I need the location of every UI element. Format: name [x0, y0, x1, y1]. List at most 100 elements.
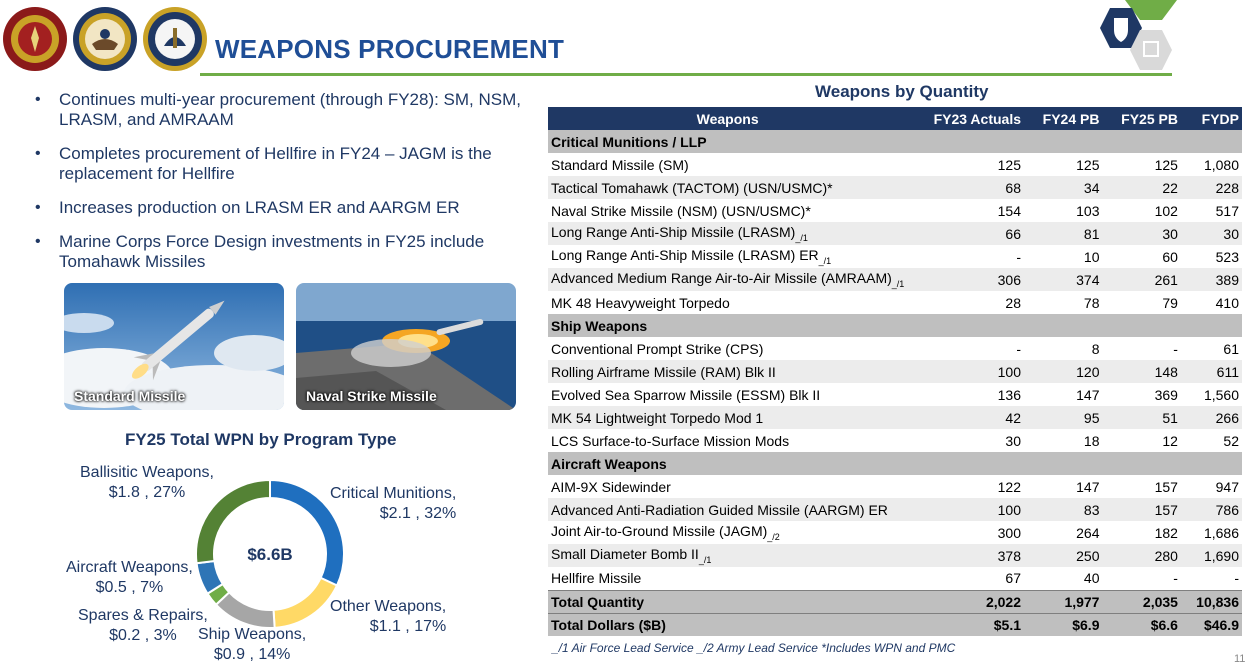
quantity-cell: 410	[1215, 294, 1239, 311]
weapon-name: Naval Strike Missile (NSM) (USN/USMC)*	[551, 202, 811, 219]
total-cell: 2,035	[1102, 589, 1181, 613]
label-spares-repairs: Spares & Repairs, $0.2 , 3%	[78, 606, 208, 646]
label-aircraft-weapons: Aircraft Weapons, $0.5 , 7%	[66, 558, 193, 598]
quantity-cell: 1,560	[1203, 386, 1239, 403]
label-ballistic-value: $1.8 , 27%	[108, 484, 186, 501]
table-section-row: Critical Munitions / LLP	[548, 130, 1242, 153]
page-number: 11	[1234, 653, 1246, 665]
quantity-cell: 154	[997, 202, 1021, 219]
weapon-name-cell: Evolved Sea Sparrow Missile (ESSM) Blk I…	[548, 383, 907, 406]
weapon-name-cell: Conventional Prompt Strike (CPS)	[548, 337, 907, 360]
quantity-cell: 81	[1024, 222, 1103, 245]
quantity-cell: 261	[1102, 268, 1181, 291]
quantity-cell: 30	[1102, 222, 1181, 245]
total-label: Total Dollars ($B)	[548, 612, 908, 636]
quantity-cell: 68	[907, 176, 1024, 199]
table-row: Advanced Medium Range Air-to-Air Missile…	[548, 268, 1242, 291]
quantity-cell: 300	[997, 524, 1021, 541]
quantity-cell: -	[1016, 248, 1021, 265]
service-seals	[2, 6, 207, 72]
weapon-name-cell: MK 54 Lightweight Torpedo Mod 1	[548, 406, 908, 429]
lead-service-note: _/1	[891, 278, 905, 289]
table-row: Evolved Sea Sparrow Missile (ESSM) Blk I…	[548, 383, 1242, 406]
table-row: AIM-9X Sidewinder 122 147 157 947	[548, 475, 1242, 498]
weapon-name-cell: Long Range Anti-Ship Missile (LRASM)_/1	[548, 222, 908, 245]
table-row: MK 48 Heavyweight Torpedo 28 78 79 410	[548, 291, 1242, 314]
quantity-cell: 18	[1083, 432, 1100, 449]
quantity-cell: 148	[1102, 360, 1181, 383]
quantity-cell: 40	[1083, 570, 1100, 587]
donut-center-label: $6.6B	[247, 545, 292, 564]
quantity-cell: 1,080	[1203, 156, 1239, 173]
weapon-name-cell: LCS Surface-to-Surface Mission Mods	[548, 429, 907, 452]
naval-strike-missile-label: Naval Strike Missile	[306, 388, 437, 404]
quantity-cell: -	[1173, 340, 1178, 357]
total-quantity-row: Total Quantity 2,022 1,977 2,035 10,836	[548, 589, 1242, 613]
naval-strike-missile-image	[296, 283, 516, 410]
quantity-cell: 250	[1024, 544, 1103, 567]
weapon-name: Joint Air-to-Ground Missile (JAGM)	[551, 523, 768, 540]
col-header-weapons: Weapons	[548, 107, 908, 130]
label-spares-value: $0.2 , 3%	[109, 627, 177, 644]
quantity-cell: 147	[1076, 478, 1100, 495]
table-row: Advanced Anti-Radiation Guided Missile (…	[548, 498, 1242, 521]
weapon-name: Tactical Tomahawk (TACTOM) (USN/USMC)*	[551, 179, 833, 196]
donut-chart-title: FY25 Total WPN by Program Type	[125, 430, 397, 449]
weapon-name-cell: MK 48 Heavyweight Torpedo	[548, 291, 907, 314]
weapon-name-cell: Tactical Tomahawk (TACTOM) (USN/USMC)*	[548, 176, 908, 199]
weapon-name: Hellfire Missile	[551, 570, 642, 587]
quantity-cell: 125	[1076, 156, 1100, 173]
quantity-cell: 60	[1162, 248, 1178, 265]
label-critical-value: $2.1 , 32%	[379, 505, 457, 522]
quantity-cell: 52	[1223, 432, 1239, 449]
quantity-cell: 228	[1180, 176, 1242, 199]
weapon-name: Advanced Medium Range Air-to-Air Missile…	[551, 270, 892, 287]
label-aircraft-value: $0.5 , 7%	[95, 579, 164, 596]
corner-logo-icon	[1100, 0, 1177, 70]
quantity-cell: 66	[907, 222, 1024, 245]
weapon-name-cell: Advanced Medium Range Air-to-Air Missile…	[548, 268, 908, 291]
quantity-cell: 12	[1162, 432, 1178, 449]
table-title: Weapons by Quantity	[815, 82, 989, 101]
quantity-cell: 786	[1180, 498, 1242, 521]
quantity-cell: 266	[1180, 406, 1242, 429]
weapon-name-cell: Joint Air-to-Ground Missile (JAGM)_/2	[548, 521, 907, 544]
lead-service-note: _/2	[767, 531, 780, 542]
quantity-cell: 51	[1102, 406, 1181, 429]
quantity-cell: 136	[997, 386, 1021, 403]
label-ship-value: $0.9 , 14%	[213, 646, 291, 663]
quantity-cell: 67	[1005, 570, 1021, 587]
table-header-row: Weapons FY23 Actuals FY24 PB FY25 PB FYD…	[548, 107, 1242, 130]
table-row: Standard Missile (SM) 125 125 125 1,080	[548, 153, 1242, 176]
quantity-cell: 42	[907, 406, 1024, 429]
total-cell: $46.9	[1180, 612, 1242, 636]
weapon-name: Advanced Anti-Radiation Guided Missile (…	[551, 501, 888, 518]
donut-slice-other-weapons	[272, 576, 339, 629]
label-ship-name: Ship Weapons,	[198, 626, 307, 643]
quantity-cell: 103	[1076, 202, 1100, 219]
total-cell: $5.1	[907, 612, 1024, 636]
quantity-cell: 61	[1223, 340, 1239, 357]
weapon-name: Rolling Airframe Missile (RAM) Blk II	[551, 363, 776, 380]
quantity-cell: -	[1234, 570, 1239, 587]
title-rule	[200, 73, 1172, 76]
quantity-cell: 30	[1180, 222, 1242, 245]
quantity-cell: 100	[907, 498, 1024, 521]
total-dollars-row: Total Dollars ($B) $5.1 $6.9 $6.6 $46.9	[548, 612, 1242, 636]
quantity-cell: 523	[1215, 248, 1239, 265]
weapon-name: MK 48 Heavyweight Torpedo	[551, 294, 730, 311]
table-row: Naval Strike Missile (NSM) (USN/USMC)* 15…	[548, 199, 1242, 222]
quantity-cell: 83	[1024, 498, 1103, 521]
page-title: WEAPONS PROCUREMENT	[215, 34, 565, 64]
quantity-cell: 157	[1154, 478, 1178, 495]
label-other-weapons: Other Weapons, $1.1 , 17%	[330, 597, 446, 637]
weapon-name: Conventional Prompt Strike (CPS)	[551, 340, 764, 357]
navy-department-seal-icon	[73, 7, 137, 71]
col-header-fy23: FY23 Actuals	[907, 107, 1024, 130]
weapon-name: Long Range Anti-Ship Missile (LRASM)	[551, 224, 796, 241]
standard-missile-photo: Standard Missile	[64, 283, 284, 410]
quantity-cell: 306	[907, 268, 1024, 291]
section-name: Critical Munitions / LLP	[548, 130, 1242, 153]
label-ballistic-name: Ballisitic Weapons,	[80, 464, 214, 481]
section-name: Ship Weapons	[548, 314, 1242, 337]
